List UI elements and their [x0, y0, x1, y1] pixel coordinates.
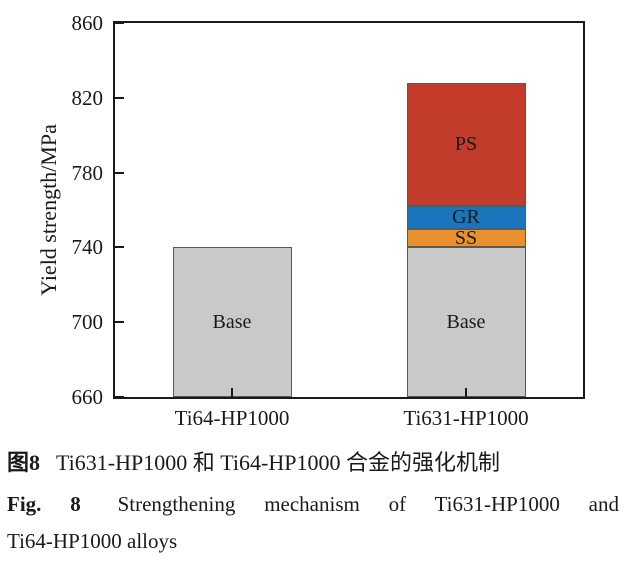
caption-chinese-prefix: 图8 [7, 450, 41, 475]
bar-segment-label: PS [454, 133, 478, 156]
y-tick-label: 820 [71, 85, 104, 110]
bar-segment-base-ti64-hp1000: Base [172, 247, 292, 397]
y-tick-mark [115, 246, 124, 249]
bar-segment-base-ti631-hp1000: Base [406, 247, 526, 397]
y-tick-mark [115, 396, 124, 398]
x-tick-mark [465, 388, 467, 397]
y-tick-mark [115, 321, 124, 324]
caption-chinese: 图8 Ti631-HP1000 和 Ti64-HP1000 合金的强化机制 [7, 448, 623, 478]
y-tick-label: 780 [71, 160, 104, 185]
y-tick-mark [115, 22, 124, 24]
caption-english-line2: Ti64-HP1000 alloys [7, 529, 178, 553]
x-tick-mark [231, 388, 233, 397]
bar-segment-label: GR [452, 206, 480, 229]
y-axis-title: Yield strength/MPa [36, 124, 61, 296]
caption-english: Fig. 8 Strengthening mechanism of Ti631-… [7, 486, 619, 560]
caption-chinese-text: Ti631-HP1000 和 Ti64-HP1000 合金的强化机制 [56, 450, 500, 475]
bar-segment-label: SS [454, 227, 478, 250]
bar-segment-label: Base [212, 311, 252, 334]
caption-english-line1-text: Strengthening mechanism of Ti631-HP1000 … [117, 492, 619, 516]
x-tick-label-ti64-hp1000: Ti64-HP1000 [174, 406, 290, 430]
plot-area: Base Base SS GR PS [113, 21, 585, 399]
bar-segment-label: Base [446, 311, 486, 334]
caption-english-line1: Fig. 8 Strengthening mechanism of Ti631-… [7, 486, 619, 523]
caption-english-prefix: Fig. 8 [7, 492, 81, 516]
bar-segment-ss-ti631-hp1000: SS [406, 227, 526, 250]
y-tick-label: 660 [71, 385, 104, 409]
y-tick-label: 700 [71, 310, 104, 335]
bar-segment-gr-ti631-hp1000: GR [406, 206, 526, 229]
bar-segment-ps-ti631-hp1000: PS [406, 82, 526, 207]
x-tick-label-ti631-hp1000: Ti631-HP1000 [403, 406, 529, 430]
y-tick-label: 860 [71, 11, 104, 35]
y-tick-mark [115, 171, 124, 174]
y-tick-mark [115, 96, 124, 99]
y-tick-label: 740 [71, 235, 104, 260]
